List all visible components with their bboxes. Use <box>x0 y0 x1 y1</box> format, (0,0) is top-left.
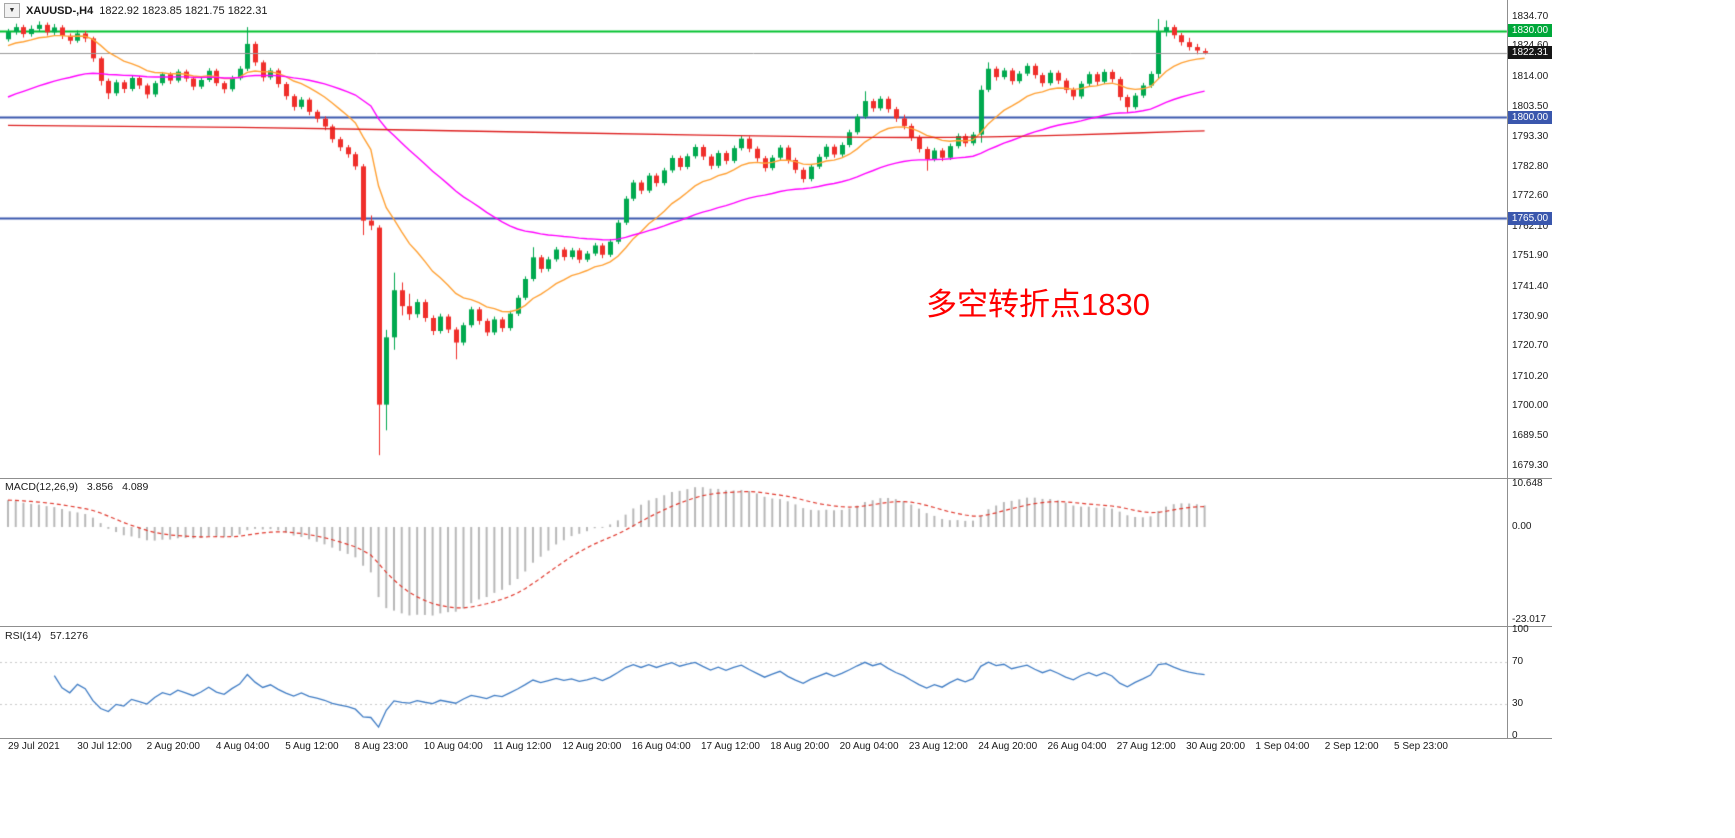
price-tick-label: 1689.50 <box>1512 430 1549 442</box>
time-label: 11 Aug 12:00 <box>493 741 552 752</box>
time-label: 8 Aug 23:00 <box>354 741 408 752</box>
price-tick-label: 1824.60 <box>1512 41 1548 51</box>
time-label: 30 Aug 20:00 <box>1186 741 1246 752</box>
price-tick-label: 1720.70 <box>1512 340 1549 352</box>
time-label: 20 Aug 04:00 <box>839 741 899 752</box>
chart-annotation-text: 多空转折点1830 <box>926 287 1150 322</box>
time-label: 23 Aug 12:00 <box>908 741 968 752</box>
price-tick-label: 1751.90 <box>1512 250 1549 262</box>
macd-signal-value: 4.089 <box>122 481 149 493</box>
rsi-axis-label-100: 100 <box>1512 624 1529 635</box>
symbol-period-label: XAUUSD-,H4 <box>26 4 94 17</box>
rsi-panel-splitter[interactable] <box>0 626 1552 627</box>
price-tick-label: 1782.80 <box>1512 160 1549 172</box>
chart-window: ▼ XAUUSD-,H4 1822.92 1823.85 1821.75 182… <box>0 0 1552 760</box>
price-tick-label: 1772.60 <box>1512 190 1549 202</box>
time-label: 16 Aug 04:00 <box>631 741 691 752</box>
time-label: 1 Sep 04:00 <box>1255 741 1310 752</box>
chart-menu-arrow-icon[interactable]: ▼ <box>4 3 20 18</box>
time-label: 5 Aug 12:00 <box>285 741 339 752</box>
price-badge-1800.00: 1800.00 <box>1508 110 1552 124</box>
rsi-value: 57.1276 <box>50 630 89 642</box>
price-axis-separator <box>1507 0 1508 738</box>
rsi-name-label: RSI(14) <box>5 630 42 642</box>
price-badge-1765.00: 1765.00 <box>1508 211 1552 225</box>
macd-axis-label-min: -23.017 <box>1512 614 1546 625</box>
ohlc-values-label: 1822.92 1823.85 1821.75 1822.31 <box>99 4 268 17</box>
time-label: 24 Aug 20:00 <box>978 741 1038 752</box>
rsi-axis-label-0: 0 <box>1512 730 1518 741</box>
time-label: 5 Sep 23:00 <box>1394 741 1448 752</box>
price-tick-label: 1700.00 <box>1512 400 1549 412</box>
macd-axis-label-max: 10.648 <box>1512 478 1543 489</box>
macd-axis-label-zero: 0.00 <box>1512 521 1532 532</box>
price-tick-label: 1803.50 <box>1512 101 1549 113</box>
rsi-axis-label-70: 70 <box>1512 656 1524 667</box>
price-axis[interactable]: 10.648 0.00 -23.017 100 70 30 0 1834.70 1… <box>1507 0 1552 741</box>
price-tick-label: 1793.30 <box>1512 130 1549 142</box>
time-label: 18 Aug 20:00 <box>770 741 830 752</box>
price-tick-label: 1834.70 <box>1512 11 1549 23</box>
time-label: 4 Aug 04:00 <box>215 741 270 752</box>
macd-panel-splitter[interactable] <box>0 478 1552 479</box>
macd-main-value: 3.856 <box>86 481 114 493</box>
price-badge-1830.00: 1830.00 <box>1508 24 1552 38</box>
time-label: 2 Sep 12:00 <box>1324 741 1379 752</box>
rsi-axis-label-30: 30 <box>1512 698 1524 709</box>
price-tick-label: 1814.00 <box>1512 70 1549 82</box>
time-label: 17 Aug 12:00 <box>701 741 760 752</box>
time-label: 27 Aug 12:00 <box>1116 741 1176 752</box>
chart-title: ▼ XAUUSD-,H4 1822.92 1823.85 1821.75 182… <box>4 3 267 18</box>
time-label: 12 Aug 20:00 <box>562 741 622 752</box>
price-tick-label: 1730.90 <box>1512 310 1549 322</box>
time-label: 26 Aug 04:00 <box>1047 741 1107 752</box>
price-badge-1822.31: 1822.31 <box>1508 46 1552 60</box>
time-axis[interactable]: 29 Jul 2021 30 Jul 12:00 2 Aug 20:00 4 Aug … <box>0 738 1507 760</box>
time-label: 10 Aug 04:00 <box>423 741 483 752</box>
time-label: 29 Jul 2021 <box>8 741 60 752</box>
price-tick-label: 1762.10 <box>1512 220 1549 232</box>
rsi-indicator-label: RSI(14) 57.1276 <box>5 630 88 642</box>
macd-name-label: MACD(12,26,9) <box>5 481 78 493</box>
price-tick-label: 1741.40 <box>1512 280 1549 292</box>
time-axis-separator <box>0 738 1552 739</box>
price-tick-label: 1679.30 <box>1512 459 1549 471</box>
time-label: 2 Aug 20:00 <box>146 741 200 752</box>
macd-indicator-label: MACD(12,26,9) 3.856 4.089 <box>5 481 148 493</box>
price-tick-label: 1710.20 <box>1512 370 1549 382</box>
time-label: 30 Jul 12:00 <box>77 741 132 752</box>
price-chart-canvas[interactable] <box>0 0 1552 756</box>
